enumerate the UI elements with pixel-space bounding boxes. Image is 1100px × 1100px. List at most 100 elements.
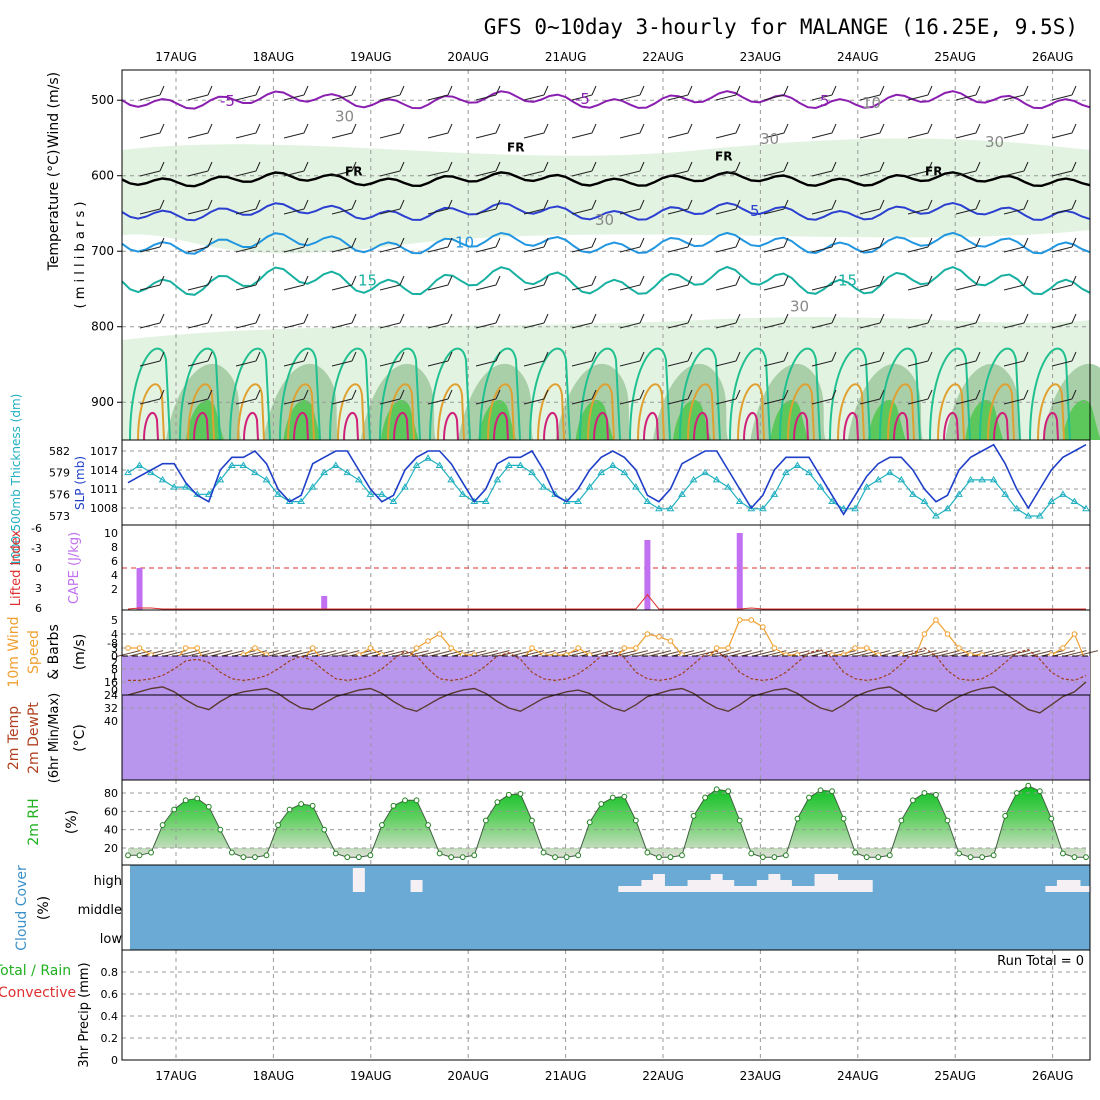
wind-barb xyxy=(907,170,929,177)
wind-barb-flag xyxy=(207,199,213,210)
cloud-high-bar xyxy=(860,880,873,892)
wind-barb-flag xyxy=(879,275,885,286)
cloud-high-bar xyxy=(779,880,792,892)
wind-barb-flag xyxy=(975,351,981,362)
wind-barb-flag xyxy=(591,237,597,248)
pressure-tick-label: 900 xyxy=(91,395,114,409)
rh2m-point xyxy=(725,788,732,795)
thickness-point xyxy=(758,504,767,512)
rh2m-point xyxy=(875,854,882,861)
wind-speed-point xyxy=(713,645,720,651)
rh2m-point xyxy=(125,852,131,859)
cloud-high-bar xyxy=(699,880,712,892)
freezing-level-contour xyxy=(121,171,1091,188)
wind-barb xyxy=(379,398,401,405)
date-tick-top: 21AUG xyxy=(545,50,587,64)
temp-contour-25 xyxy=(187,383,215,441)
rh2m-point xyxy=(967,854,974,861)
rh2m-point xyxy=(852,849,859,856)
wind-barb-flag xyxy=(783,123,789,134)
rh2m-point xyxy=(286,806,293,813)
wind-barb-flag xyxy=(639,199,645,210)
wind-tick-label: 2 xyxy=(111,656,118,669)
wind-barb-flag xyxy=(927,275,933,286)
wind-barb xyxy=(523,94,545,101)
rh2m-label: 2m RH xyxy=(26,798,42,845)
wind-tick-label: 0 xyxy=(111,684,118,697)
cloud-high-bar xyxy=(814,874,827,892)
wind-barb xyxy=(571,208,593,215)
temp-contour-20 xyxy=(229,347,271,441)
thickness-point xyxy=(435,461,444,468)
dewpt2m-label: 2m DewPt xyxy=(26,702,42,774)
wind-barb-flag xyxy=(927,351,933,362)
wind-speed-point xyxy=(956,645,962,651)
wind-barb xyxy=(619,398,641,405)
cloud-cover-label: Cloud Cover xyxy=(14,865,30,951)
wind-barb xyxy=(1003,360,1025,367)
wind-barb xyxy=(331,284,353,291)
wind-barb-flag xyxy=(543,199,549,210)
temp-contour-30 xyxy=(243,412,259,441)
wind-barb xyxy=(715,246,737,253)
wind-barb-flag xyxy=(1071,351,1077,362)
cloud-high-bar xyxy=(629,886,642,892)
wind-barb-flag xyxy=(735,161,741,172)
rh2m-point xyxy=(656,854,662,861)
wind-barb-flag xyxy=(735,351,741,362)
thickness-point xyxy=(251,468,259,476)
contour-label: 30 xyxy=(760,130,779,148)
precip-axis-label: 3hr Precip (mm) xyxy=(77,962,92,1067)
rh2m-point xyxy=(159,822,166,828)
wind-barb xyxy=(235,94,257,101)
wind-barb-10m xyxy=(1016,650,1041,658)
wind-speed-label: Speed xyxy=(26,630,42,674)
wind-barb xyxy=(283,94,305,101)
wind-barb xyxy=(427,398,449,405)
thickness-point xyxy=(874,475,883,483)
wind-barb xyxy=(619,360,641,367)
wind-barb-flag xyxy=(543,123,549,134)
wind-tick-label: 3 xyxy=(111,642,118,655)
cloud-high-bar xyxy=(676,886,689,892)
wind-barbs-label: & Barbs xyxy=(46,624,62,680)
wind-barb xyxy=(379,94,401,101)
wind-barb-flag xyxy=(447,313,453,324)
contour-label: FR xyxy=(507,141,524,155)
wind-barb-flag xyxy=(879,161,885,172)
rh-tick-label: 20 xyxy=(104,842,118,855)
wind-barb xyxy=(475,94,497,101)
thickness-point xyxy=(897,475,906,483)
wind-barb-flag xyxy=(783,275,789,286)
wind-barb-flag xyxy=(255,351,261,362)
wind-speed-point xyxy=(852,645,858,651)
wind-barb-flag xyxy=(591,389,597,400)
rh2m-point xyxy=(309,802,316,809)
wind-barb-flag xyxy=(303,199,309,210)
rh2m-point xyxy=(263,852,270,859)
contour-label: 5 xyxy=(820,92,830,110)
wind-barb xyxy=(571,132,593,139)
wind-barb xyxy=(715,284,737,291)
wind-barb-flag xyxy=(351,237,357,248)
wind-barb-flag xyxy=(927,237,933,248)
wind-speed-point xyxy=(252,645,258,651)
thickness-point xyxy=(343,468,352,476)
slp-tick-label: 1014 xyxy=(90,464,118,477)
wind-barb-flag xyxy=(639,275,645,286)
contour-label: FR xyxy=(925,165,942,179)
wind-barb-10m xyxy=(566,650,591,658)
temp-contour-20 xyxy=(479,347,521,441)
rh2m-point xyxy=(909,797,916,804)
cape-tick-label: 8 xyxy=(111,541,118,554)
cloud-high-bar xyxy=(410,880,423,892)
rh2m-point xyxy=(1025,782,1032,789)
wind-barb-flag xyxy=(1023,237,1029,248)
thickness-point xyxy=(920,497,929,505)
wind-barb xyxy=(907,246,929,253)
temp-contour-30 xyxy=(893,412,909,441)
wind-barb-flag xyxy=(831,237,837,248)
rh2m-point xyxy=(552,854,558,861)
wind-barb xyxy=(619,246,641,253)
slp-axis-label: SLP (mb) xyxy=(73,456,87,510)
